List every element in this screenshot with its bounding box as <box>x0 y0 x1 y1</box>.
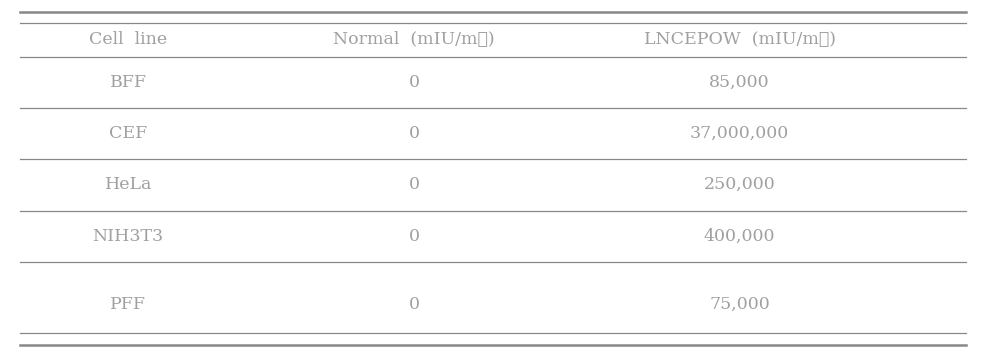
Text: 0: 0 <box>408 125 420 142</box>
Text: LNCEPOW  (mIU/mℓ): LNCEPOW (mIU/mℓ) <box>644 31 835 48</box>
Text: 75,000: 75,000 <box>709 296 770 313</box>
Text: 37,000,000: 37,000,000 <box>690 125 789 142</box>
Text: Normal  (mIU/mℓ): Normal (mIU/mℓ) <box>333 31 495 48</box>
Text: 400,000: 400,000 <box>704 228 775 245</box>
Text: NIH3T3: NIH3T3 <box>93 228 164 245</box>
Text: 250,000: 250,000 <box>704 176 775 193</box>
Text: Cell  line: Cell line <box>89 31 168 48</box>
Text: 0: 0 <box>408 296 420 313</box>
Text: 0: 0 <box>408 228 420 245</box>
Text: 0: 0 <box>408 74 420 91</box>
Text: BFF: BFF <box>109 74 147 91</box>
Text: PFF: PFF <box>110 296 146 313</box>
Text: 0: 0 <box>408 176 420 193</box>
Text: 85,000: 85,000 <box>709 74 770 91</box>
Text: HeLa: HeLa <box>105 176 152 193</box>
Text: CEF: CEF <box>109 125 147 142</box>
